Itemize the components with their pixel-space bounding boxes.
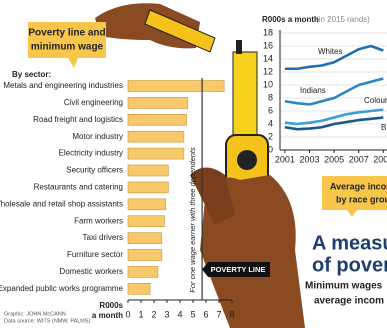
- y-tick-label: Civil engineering: [64, 98, 123, 107]
- bar: [127, 130, 185, 143]
- y-tick-label: Security officers: [66, 166, 123, 175]
- y-tick-label: Farm workers: [74, 216, 123, 225]
- y-tick-label: 2: [268, 131, 273, 141]
- bar: [127, 164, 169, 177]
- subtitle: By sector:: [12, 70, 51, 79]
- x-tick-label: 5: [190, 309, 195, 319]
- bar: [127, 215, 165, 227]
- y-tick-label: Domestic workers: [59, 267, 123, 276]
- caption-box: [322, 176, 387, 217]
- y-tick-label: 4: [268, 118, 273, 128]
- bar: [127, 198, 167, 211]
- series-line: [284, 116, 384, 131]
- illustration: [95, 3, 305, 328]
- headline: A measure: [312, 232, 387, 254]
- x-tick-label: 3: [164, 309, 169, 319]
- bar: [127, 249, 163, 261]
- caption: Average incom: [330, 181, 387, 191]
- bar: [127, 282, 151, 295]
- y-tick-label: 8: [268, 92, 273, 102]
- bar: [127, 80, 225, 92]
- series-label: Indians: [300, 86, 326, 95]
- x-tick-label: 1: [138, 309, 143, 319]
- bar: [127, 232, 163, 244]
- x-tick-label: 2009: [373, 154, 387, 164]
- x-tick-label: 2005: [324, 154, 344, 164]
- x-tick-label: 2001: [275, 154, 295, 164]
- series-line: [284, 108, 384, 126]
- y-tick-label: Motor industry: [72, 132, 123, 141]
- x-tick-label: 2003: [300, 154, 320, 164]
- bar: [127, 114, 187, 126]
- y-tick-label: 12: [263, 66, 273, 76]
- y-axis-label: R000s a month: [262, 15, 319, 24]
- caption: by race grou: [336, 194, 387, 204]
- series-line: [284, 77, 384, 106]
- credit: Data source: WITS (NMW, PALMS): [4, 318, 91, 324]
- y-tick-label: Taxi drivers: [83, 233, 123, 242]
- x-axis-label: R000s: [99, 301, 123, 310]
- y-tick-label: Restaurants and catering: [34, 183, 123, 192]
- poverty-line-label: For one wage earner with three dependent…: [188, 147, 197, 293]
- x-tick-label: 8: [229, 309, 234, 319]
- poverty-tag: POVERTY LINE: [211, 265, 266, 274]
- y-tick-label: Wholesale and retail shop assistants: [0, 199, 123, 208]
- y-tick-label: Metals and engineering industries: [3, 81, 123, 90]
- x-tick-label: 7: [216, 309, 221, 319]
- series-label: Whites: [318, 47, 342, 56]
- chart-title: Poverty line and: [28, 28, 105, 39]
- bar: [127, 181, 169, 194]
- title-box: [28, 22, 106, 68]
- series-label: Colour: [364, 96, 387, 105]
- x-tick-label: 2: [151, 309, 156, 319]
- headline: of povert: [312, 254, 387, 276]
- y-tick-label: 10: [263, 79, 273, 89]
- y-tick-label: 18: [263, 27, 273, 37]
- y-tick-label: Furniture sector: [67, 250, 123, 259]
- y-axis-note: (in 2015 rands): [316, 15, 370, 24]
- poverty-tag-box: [202, 262, 270, 277]
- y-tick-label: 0: [268, 144, 273, 154]
- y-tick-label: Road freight and logistics: [33, 115, 123, 124]
- x-tick-label: 4: [177, 309, 182, 319]
- bar: [127, 147, 185, 160]
- y-tick-label: 14: [263, 53, 273, 63]
- x-tick-label: 6: [203, 309, 208, 319]
- x-axis-label: a month: [92, 311, 123, 320]
- x-tick-label: 2007: [349, 154, 369, 164]
- bar: [127, 266, 159, 278]
- y-tick-label: 6: [268, 105, 273, 115]
- bar: [127, 97, 189, 109]
- y-tick-label: Expanded public works programme: [0, 284, 124, 293]
- series-line: [284, 44, 384, 71]
- y-tick-label: Electricity industry: [59, 149, 123, 158]
- standfirst: Minimum wages: [305, 281, 383, 292]
- standfirst: average incom: [314, 296, 384, 307]
- credit: Graphic: JOHN McCANN: [4, 311, 66, 317]
- series-label: B: [381, 123, 386, 132]
- y-tick-label: 16: [263, 40, 273, 50]
- chart-title: minimum wage: [31, 42, 104, 53]
- x-tick-label: 0: [125, 309, 130, 319]
